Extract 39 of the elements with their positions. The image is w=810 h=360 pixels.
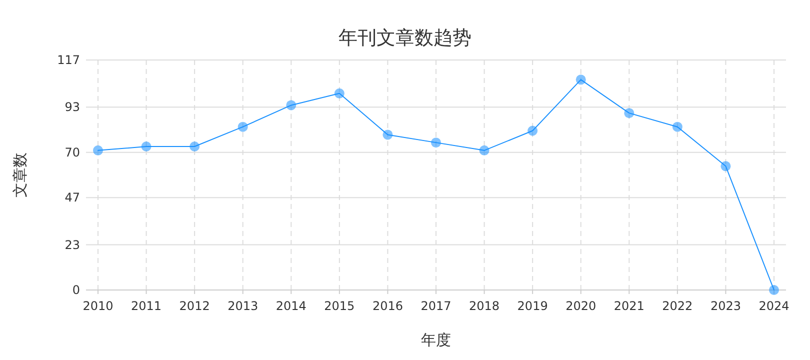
chart-title: 年刊文章数趋势 [338, 27, 472, 49]
point [238, 122, 248, 132]
x-tick-label: 2011 [131, 299, 162, 313]
point [769, 285, 779, 295]
y-axis-title: 文章数 [11, 152, 29, 198]
x-tick-label: 2019 [517, 299, 548, 313]
x-tick-label: 2018 [469, 299, 500, 313]
point [286, 100, 296, 110]
x-tick-label: 2022 [662, 299, 693, 313]
y-tick-label: 23 [64, 238, 80, 252]
x-tick-label: 2014 [276, 299, 306, 313]
x-tick-label: 2015 [324, 299, 355, 313]
point [576, 74, 586, 85]
y-tick-label: 47 [64, 190, 80, 205]
point [624, 108, 634, 118]
point [141, 141, 152, 152]
x-tick-label: 2013 [228, 299, 258, 313]
y-tick-label: 93 [64, 100, 80, 114]
x-axis-title: 年度 [421, 331, 451, 349]
x-tick-label: 2012 [179, 299, 210, 313]
x-tick-label: 2020 [566, 299, 596, 313]
point [190, 141, 200, 152]
point [382, 130, 393, 140]
y-tick-label: 70 [64, 145, 80, 160]
x-tick-label: 2016 [372, 299, 403, 313]
point [720, 161, 731, 172]
point [431, 138, 441, 148]
x-tick-label: 2010 [82, 299, 114, 313]
point [93, 145, 103, 156]
x-tick-label: 2021 [614, 299, 644, 313]
point [334, 88, 344, 98]
x-tick-label: 2017 [420, 299, 452, 313]
y-tick-label: 0 [72, 283, 80, 297]
y-tick-label: 117 [57, 53, 80, 67]
point [672, 122, 682, 132]
x-tick-label: 2023 [710, 299, 741, 313]
x-tick-label: 2024 [758, 299, 790, 313]
point [479, 145, 490, 156]
point [528, 126, 538, 136]
